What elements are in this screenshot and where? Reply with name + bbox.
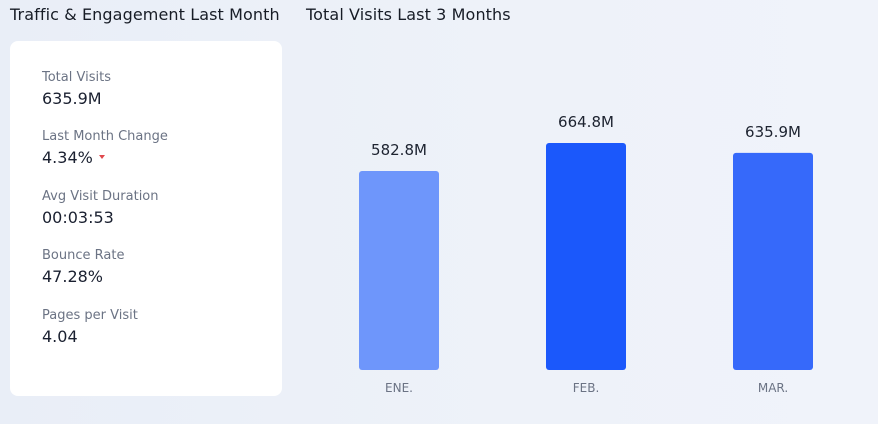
bar-value-label: 635.9M [745,123,801,141]
stat-label: Last Month Change [42,129,168,144]
stat-label: Bounce Rate [42,248,125,263]
section-title-total-visits: Total Visits Last 3 Months [306,5,511,24]
trend-down-icon [98,154,105,159]
stat-value: 4.34% [42,148,168,167]
stat-value: 4.04 [42,327,138,346]
bar-mar[interactable] [733,152,813,370]
section-title-traffic: Traffic & Engagement Last Month [10,5,280,24]
bar-ene[interactable] [359,170,439,370]
stat-value: 00:03:53 [42,208,159,227]
total-visits-bar-chart: 582.8M ENE. 664.8M FEB. 635.9M MAR. [359,113,813,395]
stat-value-text: 47.28% [42,267,104,286]
stat-value-text: 4.04 [42,327,78,346]
stat-pages-per-visit: Pages per Visit 4.04 [42,308,138,346]
bar-feb[interactable] [546,143,626,370]
stat-value: 47.28% [42,267,124,286]
bar-value-label: 664.8M [558,113,614,131]
stat-avg-visit-duration: Avg Visit Duration 00:03:53 [42,189,159,227]
traffic-stats-card: Total Visits 635.9M Last Month Change 4.… [10,41,282,396]
stat-value-text: 4.34% [42,148,93,167]
x-tick-label: MAR. [758,381,788,395]
stat-value-text: 00:03:53 [42,208,114,227]
x-tick-label: FEB. [573,381,600,395]
stat-value: 635.9M [42,89,111,108]
stat-last-month-change: Last Month Change 4.34% [42,129,168,167]
stat-bounce-rate: Bounce Rate 47.28% [42,248,124,286]
stat-value-text: 635.9M [42,89,102,108]
stat-label: Pages per Visit [42,308,138,323]
stat-total-visits: Total Visits 635.9M [42,70,111,108]
stat-label: Total Visits [42,70,111,85]
bar-value-label: 582.8M [371,141,427,159]
x-tick-label: ENE. [385,381,413,395]
stat-label: Avg Visit Duration [42,189,159,204]
